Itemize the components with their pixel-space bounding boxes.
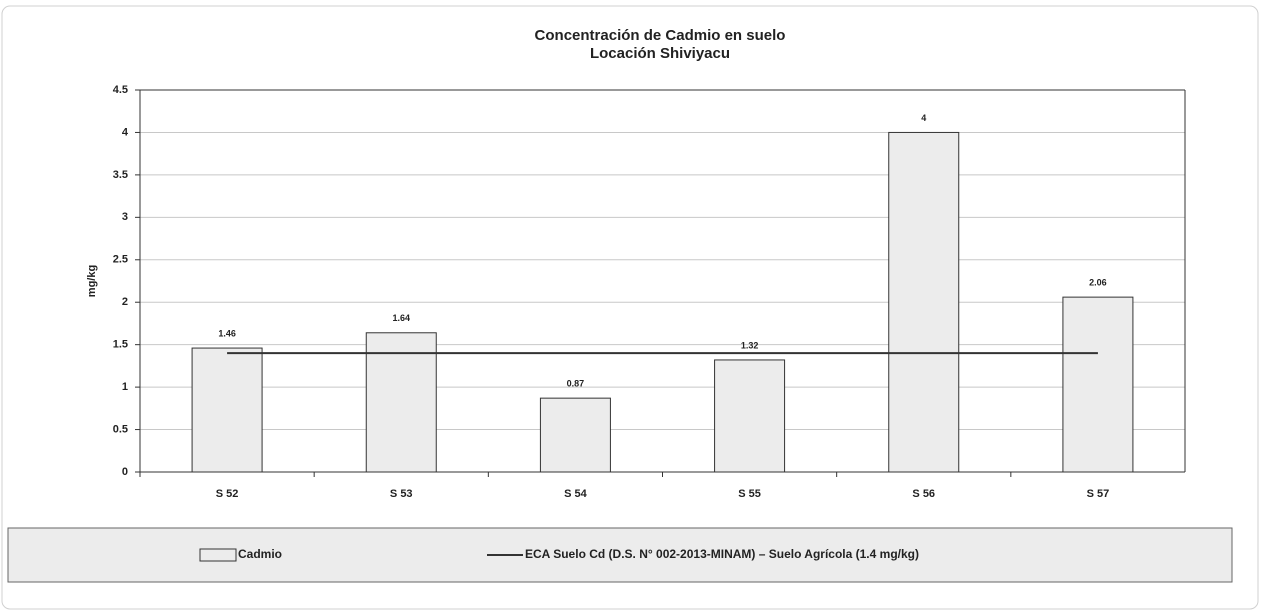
- data-label: 1.32: [741, 340, 759, 350]
- bar: [539, 397, 611, 473]
- y-axis-label: mg/kg: [86, 265, 98, 297]
- x-tick-label: S 54: [564, 488, 588, 500]
- chart-title: Locación Shiviyacu: [590, 45, 730, 62]
- chart-title: Concentración de Cadmio en suelo: [535, 27, 786, 44]
- bar: [1062, 296, 1134, 473]
- y-tick-label: 3.5: [113, 169, 128, 181]
- y-tick-label: 0: [122, 466, 128, 478]
- bar: [191, 347, 263, 473]
- y-tick-label: 3: [122, 211, 128, 223]
- x-tick-label: S 56: [912, 488, 935, 500]
- legend-label: Cadmio: [238, 547, 282, 561]
- data-label: 1.46: [218, 328, 236, 338]
- bar: [714, 359, 786, 473]
- y-tick-label: 1.5: [113, 339, 128, 351]
- data-label: 0.87: [567, 379, 585, 389]
- bar: [888, 131, 960, 473]
- y-tick-label: 4.5: [113, 84, 128, 96]
- x-tick-label: S 55: [738, 488, 761, 500]
- x-tick-label: S 52: [216, 488, 239, 500]
- y-tick-label: 2: [122, 296, 128, 308]
- x-tick-label: S 57: [1087, 488, 1110, 500]
- data-label: 1.64: [392, 313, 410, 323]
- y-tick-label: 1: [122, 381, 128, 393]
- data-label: 4: [921, 113, 926, 123]
- y-tick-label: 2.5: [113, 254, 128, 266]
- y-tick-label: 0.5: [113, 423, 128, 435]
- legend-swatch: [199, 548, 237, 562]
- bar: [365, 332, 437, 473]
- y-tick-label: 4: [122, 126, 129, 138]
- data-label: 2.06: [1089, 278, 1107, 288]
- x-tick-label: S 53: [390, 488, 413, 500]
- legend-label: ECA Suelo Cd (D.S. N° 002-2013-MINAM) – …: [525, 547, 919, 561]
